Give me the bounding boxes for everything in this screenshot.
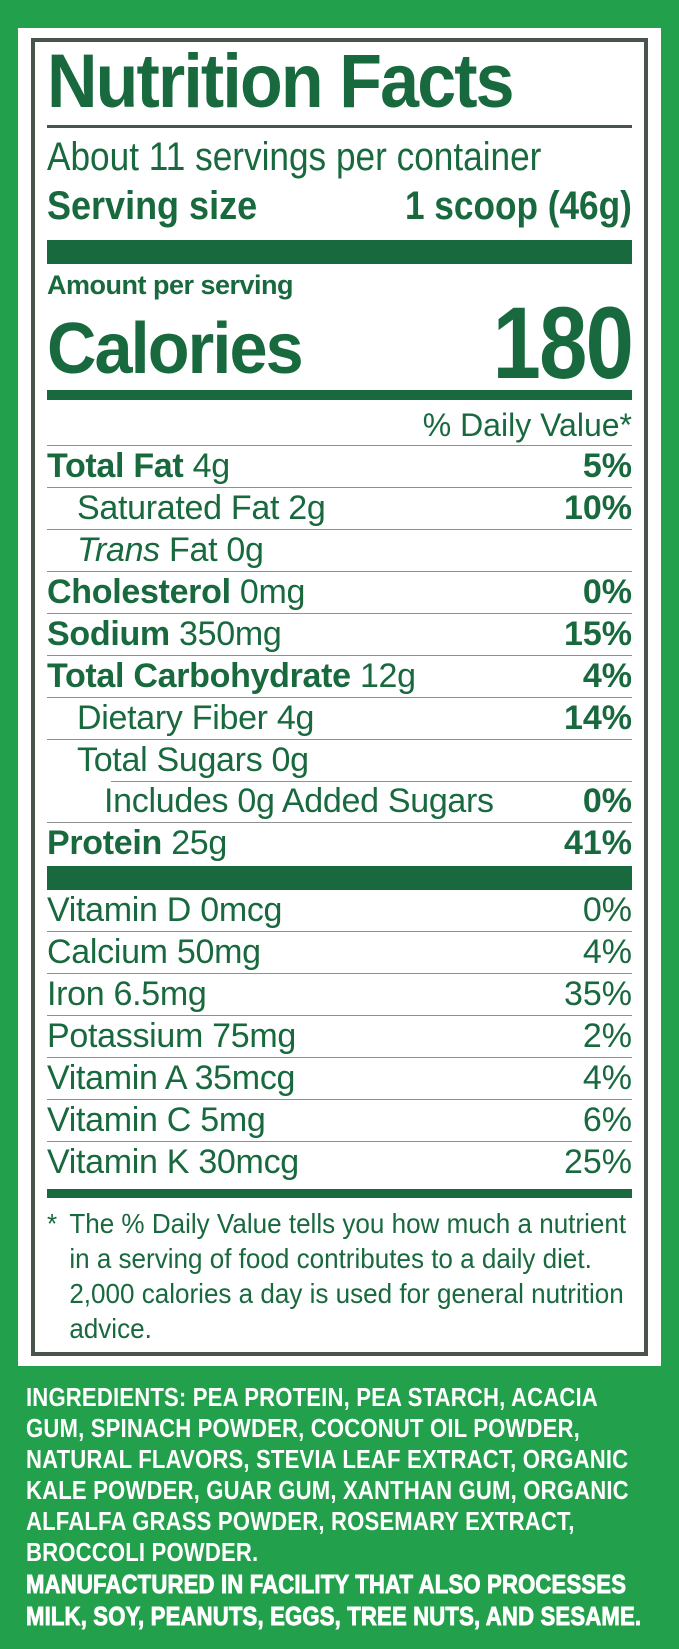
- vitamin-rows: Vitamin D 0mcg 0% Calcium 50mg 4% Iron 6…: [47, 890, 632, 1183]
- nutrition-label: Nutrition Facts About 11 servings per co…: [0, 28, 679, 1649]
- nutrient-row-protein: Protein 25g 41%: [47, 822, 632, 863]
- serving-size-label: Serving size: [47, 184, 258, 229]
- nutrient-row-potassium: Potassium 75mg 2%: [47, 1015, 632, 1056]
- ingredients-statement: INGREDIENTS: PEA PROTEIN, PEA STARCH, AC…: [26, 1382, 653, 1568]
- thick-divider-bar: [47, 240, 632, 265]
- calories-row: Calories 180: [47, 285, 634, 400]
- nutrient-row-vitamin-d: Vitamin D 0mcg 0%: [47, 891, 632, 930]
- nutrient-row-total-sugars: Total Sugars 0g: [47, 739, 632, 781]
- nutrient-row-iron: Iron 6.5mg 35%: [47, 973, 632, 1014]
- nutrient-row-trans-fat: Trans Fat 0g: [47, 529, 632, 571]
- dv-dietary-fiber: 14%: [563, 699, 632, 738]
- serving-size-value: 1 scoop (46g): [405, 184, 632, 229]
- servings-per-container: About 11 servings per container: [47, 135, 542, 180]
- calories-label: Calories: [47, 309, 304, 390]
- dv-protein: 41%: [563, 824, 632, 863]
- dv-total-carbohydrate: 4%: [582, 657, 632, 696]
- nutrient-row-added-sugars: Includes 0g Added Sugars 0%: [47, 781, 632, 822]
- ingredients-label: INGREDIENTS:: [26, 1382, 187, 1413]
- calories-value: 180: [492, 285, 633, 400]
- dv-vitamin-k: 25%: [563, 1143, 632, 1182]
- medium-divider-bar: [47, 390, 632, 401]
- thick-divider-bar: [47, 866, 632, 891]
- dv-calcium: 4%: [582, 933, 632, 972]
- nutrient-row-saturated-fat: Saturated Fat 2g 10%: [47, 487, 632, 529]
- footnote-asterisk: *: [47, 1208, 58, 1240]
- medium-divider-bar: [47, 1189, 632, 1199]
- nutrient-row-dietary-fiber: Dietary Fiber 4g 14%: [47, 697, 632, 739]
- footnote-text: The % Daily Value tells you how much a n…: [69, 1208, 627, 1345]
- nutrient-row-total-carbohydrate: Total Carbohydrate 12g 4%: [47, 655, 632, 696]
- daily-value-footnote: * The % Daily Value tells you how much a…: [47, 1206, 632, 1346]
- dv-vitamin-a: 4%: [582, 1059, 632, 1098]
- nutrient-row-total-fat: Total Fat 4g 5%: [47, 445, 632, 486]
- dv-sodium: 15%: [563, 615, 632, 654]
- nutrient-row-sodium: Sodium 350mg 15%: [47, 613, 632, 654]
- nutrient-row-calcium: Calcium 50mg 4%: [47, 931, 632, 972]
- nutrition-facts-box: Nutrition Facts About 11 servings per co…: [31, 38, 648, 1357]
- dv-cholesterol: 0%: [582, 573, 632, 612]
- dv-iron: 35%: [563, 975, 632, 1014]
- ingredients-section: INGREDIENTS: PEA PROTEIN, PEA STARCH, AC…: [0, 1366, 679, 1632]
- allergen-statement: MANUFACTURED IN FACILITY THAT ALSO PROCE…: [26, 1569, 642, 1632]
- nutrient-rows: Total Fat 4g 5% Saturated Fat 2g 10% Tra…: [47, 445, 632, 864]
- dv-added-sugars: 0%: [582, 782, 632, 821]
- dv-total-fat: 5%: [582, 447, 632, 486]
- nutrient-row-vitamin-c: Vitamin C 5mg 6%: [47, 1099, 632, 1140]
- daily-value-header: % Daily Value*: [422, 407, 632, 444]
- nutrient-row-cholesterol: Cholesterol 0mg 0%: [47, 571, 632, 612]
- nutrition-facts-title: Nutrition Facts: [47, 39, 632, 124]
- dv-potassium: 2%: [582, 1017, 632, 1056]
- title-text: Nutrition Facts: [47, 39, 515, 124]
- nutrition-facts-panel: Nutrition Facts About 11 servings per co…: [18, 28, 661, 1367]
- amount-per-serving-label: Amount per serving: [47, 270, 294, 301]
- ingredients-list: PEA PROTEIN, PEA STARCH, ACACIA GUM, SPI…: [26, 1382, 629, 1568]
- serving-size-row: Serving size 1 scoop (46g): [47, 182, 632, 230]
- dv-saturated-fat: 10%: [563, 489, 632, 528]
- nutrient-row-vitamin-k: Vitamin K 30mcg 25%: [47, 1141, 632, 1182]
- title-divider: [47, 125, 632, 129]
- dv-vitamin-d: 0%: [582, 891, 632, 930]
- nutrient-row-vitamin-a: Vitamin A 35mcg 4%: [47, 1057, 632, 1098]
- dv-vitamin-c: 6%: [582, 1101, 632, 1140]
